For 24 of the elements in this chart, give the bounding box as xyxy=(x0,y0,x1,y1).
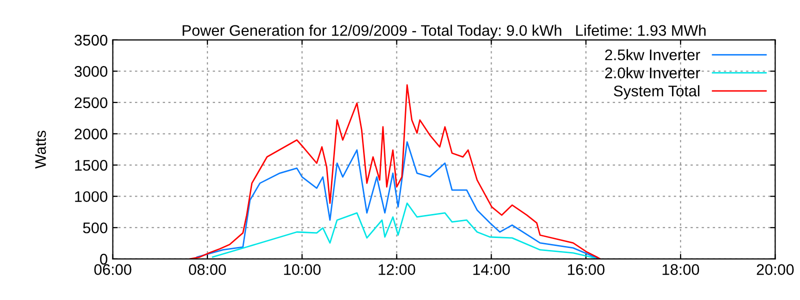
x-tick-label: 20:00 xyxy=(756,264,794,275)
x-tick-label: 16:00 xyxy=(568,264,604,275)
y-tick-label: 2500 xyxy=(74,97,108,108)
x-tick-label: 18:00 xyxy=(662,264,700,275)
x-tick-label: 06:00 xyxy=(94,264,132,275)
x-tick-label: 08:00 xyxy=(188,264,226,275)
line-series xyxy=(189,84,601,259)
chart-title: Power Generation for 12/09/2009 - Total Today: 9.0 kWh Lifetime: 1.93 MWh xyxy=(182,24,706,39)
y-tick-label: 1000 xyxy=(75,191,108,202)
x-tick-label: 10:00 xyxy=(284,264,321,275)
y-tick-label: 3500 xyxy=(74,34,108,46)
y-tick-label: 3000 xyxy=(74,66,108,77)
y-tick-label: 0 xyxy=(100,254,108,265)
y-tick-label: 2000 xyxy=(74,128,108,140)
legend-label: System Total xyxy=(614,85,700,100)
line-series xyxy=(196,141,598,259)
x-tick-label: 12:00 xyxy=(378,264,416,275)
line-series xyxy=(212,202,596,259)
x-tick-label: 14:00 xyxy=(473,264,510,275)
legend-label: 2.5kw Inverter xyxy=(605,49,700,60)
y-tick-label: 500 xyxy=(83,222,108,234)
y-tick-label: 1500 xyxy=(75,160,108,171)
legend-label: 2.0kw Inverter xyxy=(605,67,700,78)
y-axis-title: Watts xyxy=(35,130,46,169)
